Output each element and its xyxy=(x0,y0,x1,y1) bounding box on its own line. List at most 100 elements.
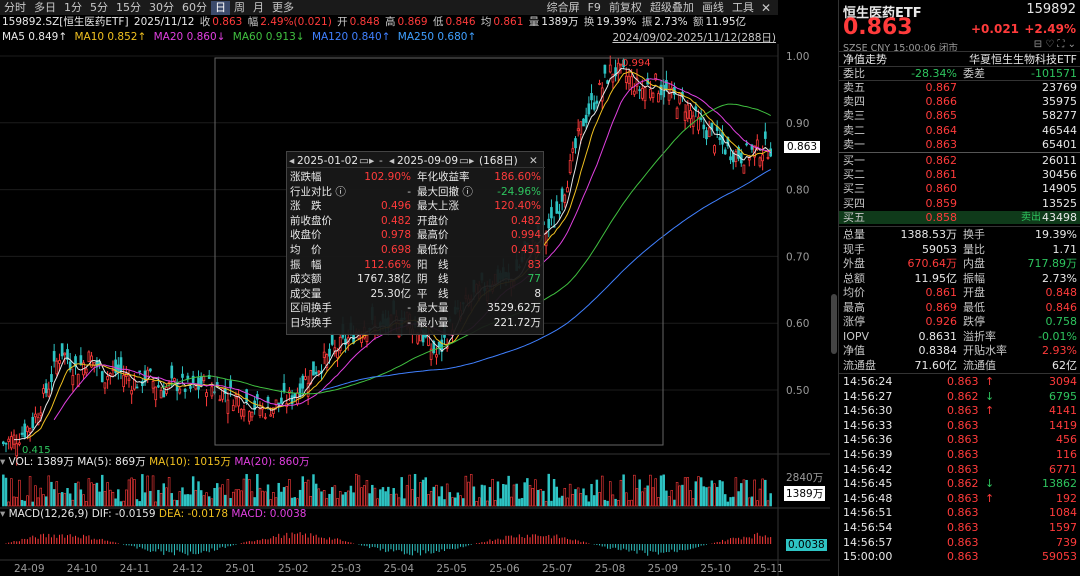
candle-body xyxy=(71,375,75,386)
candle-body xyxy=(282,383,286,392)
candle-body xyxy=(293,393,297,398)
panel-tools[interactable]: ⊟ ♡ ⛶ ⌄ xyxy=(1034,39,1076,50)
bid-row[interactable]: 买四 0.859 13525 xyxy=(839,197,1080,210)
volume-bar xyxy=(392,488,395,507)
scrollbar-thumb[interactable] xyxy=(831,294,837,354)
bid-row[interactable]: 买五 0.858 卖出 43498 xyxy=(839,210,1080,224)
bid-row[interactable]: 买一 0.862 26011 xyxy=(839,154,1080,167)
tab-fenshi[interactable]: 分时 xyxy=(4,0,26,14)
date-range-link[interactable]: 2024/09/02-2025/11/12(288日) xyxy=(612,32,776,44)
security-code-right: 159892 xyxy=(1026,2,1076,17)
candle-body xyxy=(632,90,636,95)
close-icon[interactable]: ✕ xyxy=(760,0,771,15)
tab-weekly[interactable]: 周 xyxy=(234,0,245,14)
prev-start-icon[interactable]: ◂ xyxy=(289,155,295,167)
stat-label: 开贴水率 xyxy=(963,344,1007,357)
tick-arrow-icon: ↑ xyxy=(985,375,995,388)
next-end-icon[interactable]: ▸ xyxy=(469,155,475,167)
tab-multiday[interactable]: 多日 xyxy=(34,0,56,14)
volume-bar xyxy=(558,497,561,507)
popup-end-date[interactable]: 2025-09-09 xyxy=(397,155,459,167)
candle-body xyxy=(178,388,182,394)
volume-bar xyxy=(507,475,510,507)
f9-button[interactable]: F9 xyxy=(587,0,601,14)
popup-label: 最低价 xyxy=(417,244,449,256)
volume-bar xyxy=(52,489,56,507)
popup-value: - xyxy=(407,317,411,329)
lock-icon[interactable]: ⊟ xyxy=(1033,39,1043,50)
tools-button[interactable]: 工具 xyxy=(731,0,754,14)
volume-bar xyxy=(737,491,740,507)
candle-body xyxy=(92,362,96,366)
close-icon[interactable]: ✕ xyxy=(529,155,538,167)
super-overlay-button[interactable]: 超级叠加 xyxy=(649,0,694,14)
volume-bar xyxy=(288,479,291,507)
ask-row[interactable]: 卖一 0.863 65401 xyxy=(839,138,1080,151)
volume-bar xyxy=(633,474,636,507)
bid-row[interactable]: 买三 0.860 14905 xyxy=(839,182,1080,195)
volume-bar xyxy=(437,496,441,507)
composite-screen-button[interactable]: 综合屏 xyxy=(546,0,580,14)
candle-body xyxy=(52,351,56,362)
volume-bar xyxy=(574,489,577,507)
candle-body xyxy=(745,143,748,146)
macd-last-tag: 0.0038 xyxy=(786,539,827,551)
volume-bar xyxy=(432,486,436,507)
volume-bar xyxy=(662,474,665,507)
tab-1min[interactable]: 1分 xyxy=(64,0,82,14)
tab-monthly[interactable]: 月 xyxy=(253,0,264,14)
candle-body xyxy=(218,399,222,402)
tick-arrow-icon: ↑ xyxy=(985,404,995,418)
fund-trend-link[interactable]: 净值走势 xyxy=(843,53,887,66)
tab-15min[interactable]: 15分 xyxy=(116,0,141,14)
expand-icon[interactable]: ⛶ xyxy=(1057,39,1065,50)
panel-toggle-icon[interactable]: ▾ xyxy=(0,508,6,520)
tab-60min[interactable]: 60分 xyxy=(182,0,207,14)
weicha-label: 委差 xyxy=(963,67,985,80)
volume-bar xyxy=(301,476,305,507)
book-level: 买五 xyxy=(843,210,865,224)
candle-body xyxy=(106,376,109,381)
fund-row: 净值走势 华夏恒生生物科技ETF xyxy=(839,53,1080,66)
volume-bar xyxy=(515,483,518,507)
tab-daily[interactable]: 日 xyxy=(211,0,230,15)
volume-bar xyxy=(157,489,160,507)
volume-bar xyxy=(344,492,347,507)
vertical-scrollbar[interactable] xyxy=(830,44,838,576)
panel-toggle-icon[interactable]: ▾ xyxy=(0,456,6,468)
tab-more[interactable]: 更多 xyxy=(272,0,294,14)
ask-row[interactable]: 卖三 0.865 58277 xyxy=(839,109,1080,122)
fund-name: 华夏恒生生物科技ETF xyxy=(969,53,1077,66)
volume-bar xyxy=(568,483,572,507)
tab-5min[interactable]: 5分 xyxy=(90,0,108,14)
bid-row[interactable]: 买二 0.861 30456 xyxy=(839,168,1080,181)
candle-body xyxy=(231,405,235,412)
tick-volume: 13862 xyxy=(1042,477,1077,491)
volume-bar xyxy=(373,487,377,507)
book-price: 0.867 xyxy=(925,81,958,94)
calendar-icon[interactable]: ▭ xyxy=(459,155,469,167)
tab-30min[interactable]: 30分 xyxy=(149,0,174,14)
stat-value: 71.60亿 xyxy=(914,358,958,372)
chevron-down-icon[interactable]: ⌄ xyxy=(1067,39,1076,50)
prev-end-icon[interactable]: ◂ xyxy=(389,155,395,167)
volume-bar xyxy=(395,493,398,507)
volume-bar xyxy=(502,484,505,507)
ask-row[interactable]: 卖二 0.864 46544 xyxy=(839,124,1080,137)
draw-line-button[interactable]: 画线 xyxy=(701,0,724,14)
volume-bar xyxy=(280,491,283,507)
volume-bar xyxy=(74,482,77,507)
price-axis-label: 0.90 xyxy=(786,118,809,130)
popup-start-date[interactable]: 2025-01-02 xyxy=(297,155,359,167)
volume-bar xyxy=(290,497,294,507)
calendar-icon[interactable]: ▭ xyxy=(359,155,369,167)
candle-body xyxy=(255,394,259,400)
volume-bar xyxy=(531,488,534,507)
heart-icon[interactable]: ♡ xyxy=(1045,39,1055,50)
ask-row[interactable]: 卖四 0.866 35975 xyxy=(839,95,1080,108)
forward-adjust-button[interactable]: 前复权 xyxy=(608,0,642,14)
next-start-icon[interactable]: ▸ xyxy=(369,155,375,167)
ma20-legend: MA20 0.860↓ xyxy=(153,31,226,43)
ask-row[interactable]: 卖五 0.867 23769 xyxy=(839,81,1080,94)
volume-bar xyxy=(534,479,537,507)
